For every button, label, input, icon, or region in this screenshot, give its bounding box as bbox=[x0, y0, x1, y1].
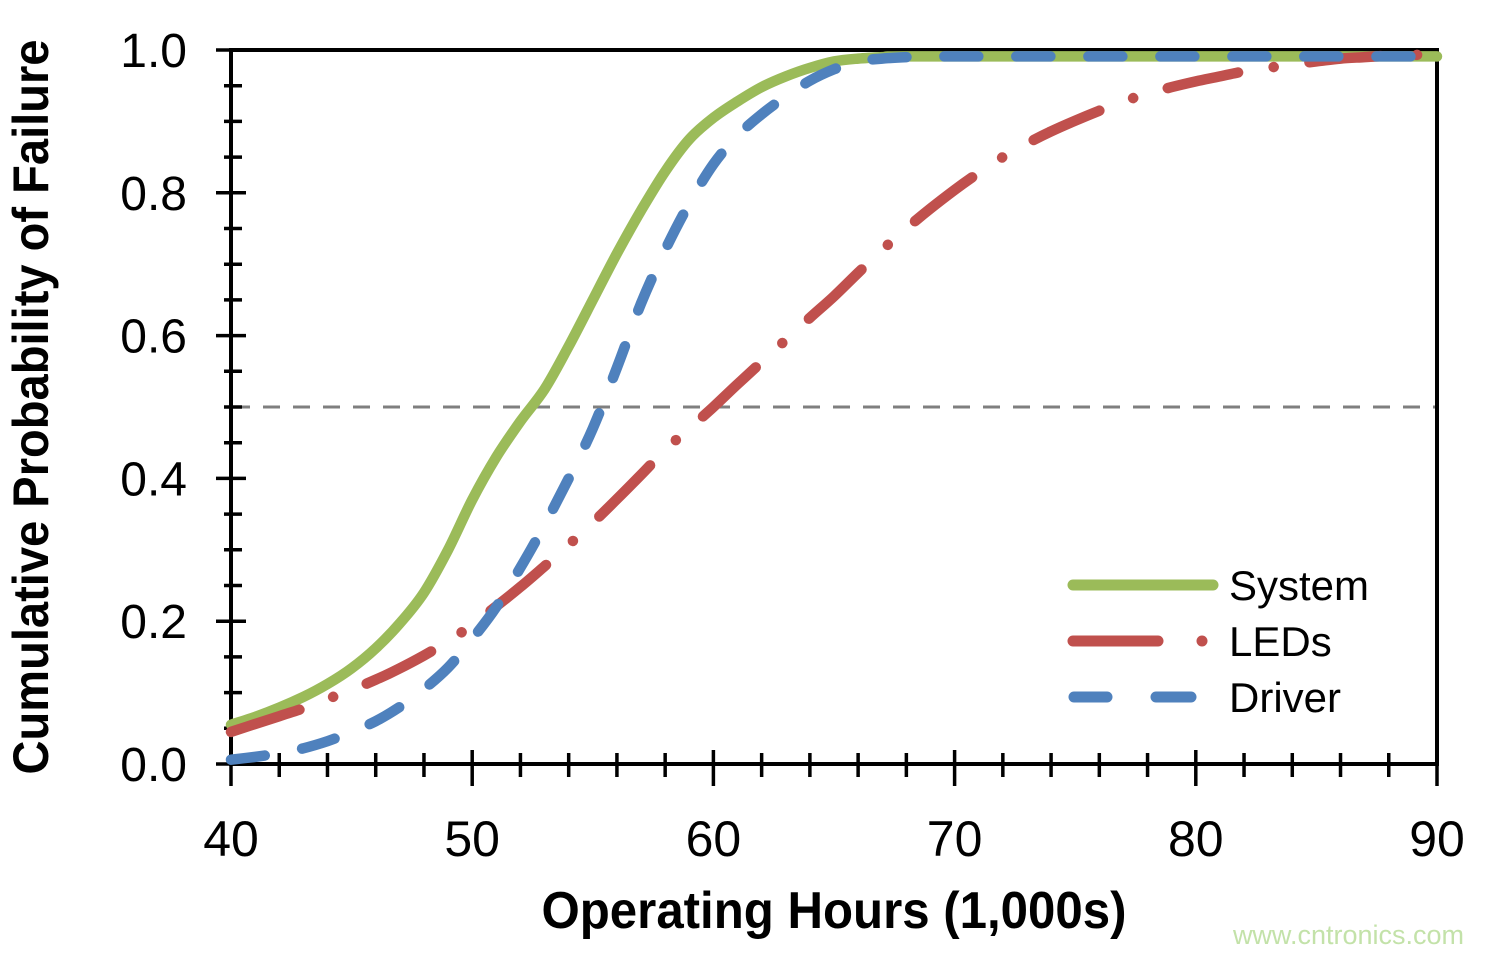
legend-item-leds: LEDs bbox=[1067, 618, 1332, 665]
y-tick-label-0.6: 0.6 bbox=[120, 311, 187, 364]
y-tick-label-1.0: 1.0 bbox=[120, 25, 187, 78]
series-group bbox=[225, 49, 1443, 765]
y-tick-label-0.0: 0.0 bbox=[120, 739, 187, 792]
legend: System LEDs Driver bbox=[1067, 562, 1369, 721]
y-tick-label-0.2: 0.2 bbox=[120, 596, 187, 649]
y-tick-label-0.8: 0.8 bbox=[120, 168, 187, 221]
tick-labels-group: 40 50 60 70 80 90 0.0 0.2 0.4 0.6 0.8 1.0 bbox=[120, 25, 1465, 867]
legend-label-driver: Driver bbox=[1229, 674, 1341, 721]
x-tick-label-90: 90 bbox=[1409, 811, 1465, 867]
y-tick-label-0.4: 0.4 bbox=[120, 453, 187, 506]
legend-item-system: System bbox=[1067, 562, 1369, 609]
y-axis-title: Cumulative Probability of Failure bbox=[3, 40, 59, 775]
x-tick-label-60: 60 bbox=[686, 811, 742, 867]
x-tick-label-40: 40 bbox=[203, 811, 259, 867]
x-tick-label-70: 70 bbox=[927, 811, 983, 867]
series-line-driver bbox=[225, 51, 1443, 765]
legend-swatch-dot bbox=[1196, 635, 1208, 647]
legend-label-leds: LEDs bbox=[1229, 618, 1332, 665]
legend-item-driver: Driver bbox=[1068, 674, 1341, 721]
legend-label-system: System bbox=[1229, 562, 1369, 609]
watermark: www.cntronics.com bbox=[1232, 920, 1464, 950]
x-tick-label-80: 80 bbox=[1168, 811, 1224, 867]
x-axis-title: Operating Hours (1,000s) bbox=[542, 882, 1127, 940]
series-line-leds bbox=[225, 49, 1443, 738]
ticks-group bbox=[216, 48, 1439, 786]
x-tick-label-50: 50 bbox=[444, 811, 500, 867]
